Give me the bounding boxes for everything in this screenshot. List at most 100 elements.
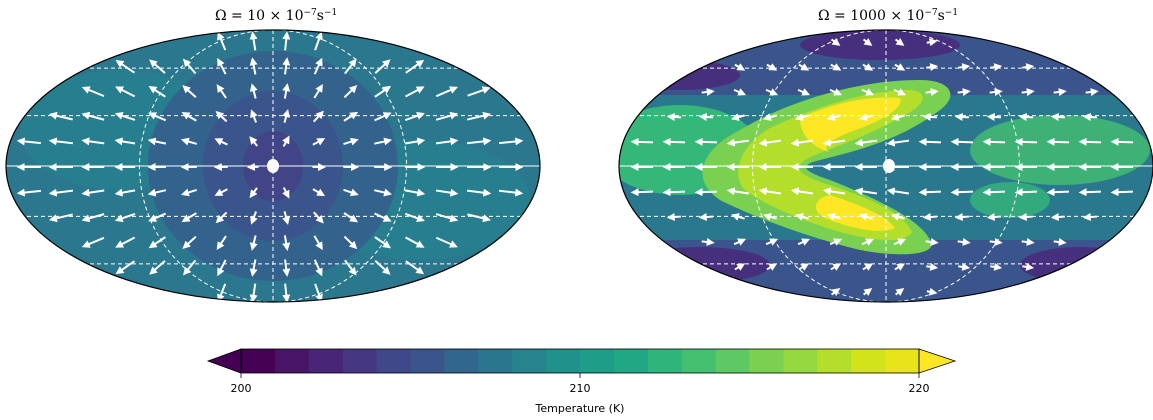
substellar-marker-right [883, 159, 895, 173]
colorbar-tick-label: 210 [570, 382, 591, 395]
wind-arrow [733, 238, 747, 246]
wind-arrow [467, 111, 492, 121]
wind-arrow [1014, 188, 1038, 197]
wind-arrow [758, 138, 782, 147]
wind-arrow [630, 188, 654, 197]
wind-arrow [81, 111, 105, 121]
colorbar-level [783, 349, 818, 373]
wind-arrow [405, 236, 425, 248]
wind-arrow [81, 213, 105, 223]
wind-arrow [282, 135, 290, 147]
wind-arrow [731, 213, 745, 221]
wind-arrow [216, 235, 227, 250]
wind-arrow [250, 109, 258, 123]
wind-arrow [1053, 88, 1067, 97]
wind-arrow [798, 63, 810, 71]
wind-arrow [312, 138, 326, 146]
colorbar-level [376, 349, 411, 373]
wind-arrow [1021, 88, 1035, 97]
wind-arrow [435, 86, 458, 98]
colorbar-levels [241, 349, 920, 373]
wind-arrow [405, 260, 425, 275]
wind-arrow [862, 263, 874, 271]
wind-arrow [435, 188, 459, 197]
wind-arrow [180, 137, 198, 146]
wind-arrow [282, 259, 291, 277]
wind-arrow [827, 213, 841, 221]
map-panel-left: Ω = 10 × 10−7s−1 [5, 8, 541, 303]
colorbar-level [851, 349, 886, 373]
wind-arrow [862, 37, 873, 46]
wind-arrow [498, 137, 524, 146]
wind-arrow [1110, 188, 1134, 197]
colorbar-extend-low [206, 348, 242, 374]
substellar-marker-left [267, 159, 279, 173]
wind-arrow [1018, 213, 1033, 222]
wind-arrow [918, 137, 942, 146]
wind-arrow [726, 187, 750, 196]
wind-arrow [81, 188, 105, 197]
wind-arrow [114, 188, 136, 197]
wind-arrow [797, 88, 811, 96]
colorbar-label: Temperature (K) [535, 402, 625, 415]
wind-arrow [148, 212, 167, 222]
wind-arrow [926, 38, 938, 47]
wind-arrow [893, 88, 907, 96]
wind-arrow [830, 63, 842, 71]
wind-arrow [115, 59, 136, 74]
wind-arrow [1078, 137, 1102, 146]
wind-arrow [1050, 213, 1065, 222]
wind-arrow [763, 213, 777, 221]
wind-arrow [214, 138, 228, 146]
wind-arrow [214, 188, 228, 196]
wind-arrow [374, 59, 391, 74]
wind-arrow [733, 88, 747, 96]
wind-arrow [374, 236, 392, 249]
colorbar-level [308, 349, 344, 373]
wind-arrow [986, 112, 1001, 121]
wind-arrow [829, 88, 843, 96]
wind-arrow [925, 237, 939, 246]
wind-arrow [861, 88, 875, 96]
wind-arrow [343, 84, 358, 99]
wind-arrow [694, 137, 718, 146]
wind-arrow [216, 84, 227, 99]
wind-arrow [249, 187, 258, 199]
wind-arrow [957, 237, 971, 246]
wind-arrow [886, 138, 910, 147]
panel-title-right: Ω = 1000 × 10−7s−1 [818, 8, 958, 24]
wind-arrow [404, 188, 426, 197]
wind-arrow [217, 283, 227, 302]
wind-arrow [182, 58, 197, 75]
wind-arrow [1022, 262, 1035, 271]
wind-arrow [666, 112, 681, 121]
wind-arrow [435, 236, 458, 248]
wind-arrow [81, 86, 105, 98]
wind-arrow [918, 188, 942, 197]
colorbar-level [613, 349, 649, 373]
wind-arrow [181, 212, 197, 223]
wind-arrow [758, 187, 782, 196]
wind-arrow [467, 213, 492, 223]
wind-arrow [314, 31, 323, 51]
wind-arrow [114, 137, 136, 146]
wind-arrow [343, 235, 358, 250]
wind-arrow [181, 112, 197, 122]
wind-arrow [701, 88, 715, 97]
wind-arrow [1046, 188, 1070, 197]
wind-arrow [630, 137, 654, 146]
wind-arrow [662, 188, 686, 197]
wind-arrow [148, 236, 166, 249]
wind-arrow [313, 211, 324, 224]
wind-arrow [16, 188, 42, 197]
wind-arrow [1053, 237, 1067, 246]
wind-arrow [312, 110, 324, 123]
wind-arrow [926, 63, 939, 72]
wind-arrow [734, 263, 746, 271]
wind-arrow [147, 188, 167, 197]
wind-arrow [1078, 188, 1102, 197]
colorbar-extend-high [918, 348, 957, 374]
wind-arrow [182, 235, 197, 249]
colorbar-level [512, 349, 547, 373]
